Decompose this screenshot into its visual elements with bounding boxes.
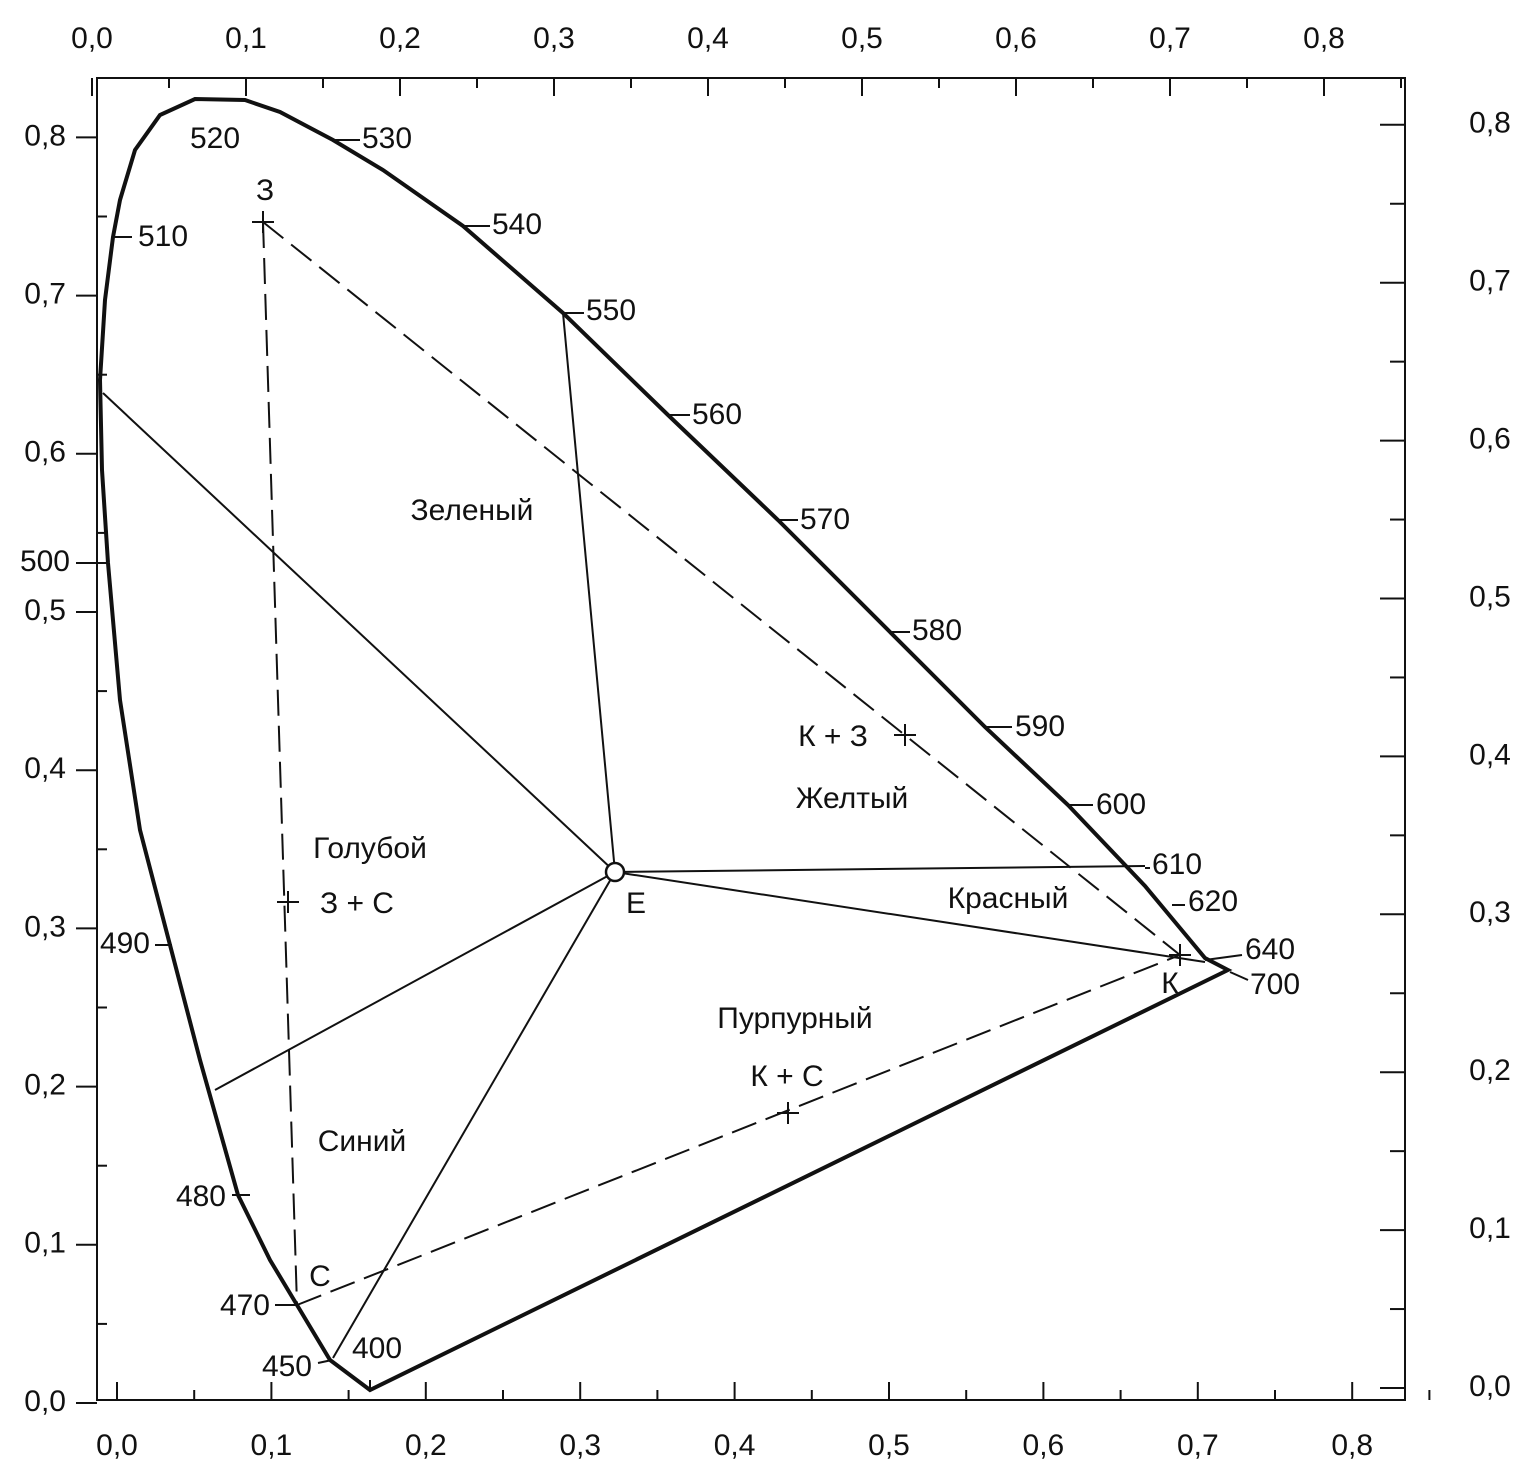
x-tick-label: 0,3: [559, 1429, 601, 1462]
wavelength-label: 520: [190, 122, 240, 155]
y-tick-label: 0,4: [1469, 738, 1511, 771]
wavelength-label: 480: [176, 1180, 226, 1213]
x-tick-label: 0,2: [379, 22, 421, 55]
wavelength-label: 590: [1015, 710, 1065, 743]
wavelength-label: 550: [586, 294, 636, 327]
y-tick-label: 0,5: [1469, 580, 1511, 613]
y-tick-label: 0,0: [1469, 1370, 1511, 1403]
y-tick-label: 0,0: [24, 1385, 66, 1418]
white-point: [604, 861, 626, 883]
region-label: Пурпурный: [717, 1002, 872, 1035]
y-tick-label: 0,3: [1469, 896, 1511, 929]
wavelength-label: 600: [1096, 788, 1146, 821]
x-tick-label: 0,5: [841, 22, 883, 55]
y-tick-label: 0,8: [24, 119, 66, 152]
wavelength-label: 490: [100, 927, 150, 960]
x-tick-label: 0,4: [687, 22, 729, 55]
tick: [317, 1359, 333, 1364]
region-label: Голубой: [313, 832, 427, 865]
y-tick-label: 0,1: [1469, 1212, 1511, 1245]
y-tick-label: 0,7: [1469, 265, 1511, 298]
y-tick-label: 0,8: [1469, 107, 1511, 140]
x-tick-label: 0,3: [533, 22, 575, 55]
wavelength-label: 510: [138, 220, 188, 253]
point-label: З: [256, 174, 274, 207]
region-label: Желтый: [796, 782, 909, 815]
x-tick-label: 0,8: [1303, 22, 1345, 55]
wavelength-label: 570: [800, 503, 850, 536]
wavelength-label: 610: [1152, 848, 1202, 881]
frame: [96, 77, 1406, 1401]
point-label: Е: [626, 887, 646, 920]
x-tick-label: 0,0: [71, 22, 113, 55]
wavelength-label: 620: [1188, 885, 1238, 918]
region-label: Синий: [318, 1125, 407, 1158]
dashed-lines: [262, 221, 1181, 1306]
wavelength-label: 580: [912, 614, 962, 647]
y-tick-label: 0,2: [24, 1069, 66, 1102]
y-tick-label: 0,4: [24, 752, 66, 785]
wavelength-label: 400: [352, 1332, 402, 1365]
y-tick-label: 0,7: [24, 278, 66, 311]
y-tick-label: 0,5: [24, 594, 66, 627]
region-label: Красный: [948, 882, 1069, 915]
x-tick-label: 0,1: [225, 22, 267, 55]
x-tick-label: 0,5: [868, 1429, 910, 1462]
x-tick-label: 0,7: [1149, 22, 1191, 55]
wavelength-label: 540: [492, 208, 542, 241]
point-label: К + З: [798, 720, 868, 753]
y-tick-label: 0,1: [24, 1227, 66, 1260]
wavelength-label: 470: [220, 1289, 270, 1322]
x-tick-label: 0,4: [714, 1429, 756, 1462]
x-tick-label: 0,0: [96, 1429, 138, 1462]
wavelength-label: 700: [1250, 968, 1300, 1001]
wavelength-label: 450: [262, 1350, 312, 1383]
spectral-locus: [97, 96, 1233, 1393]
wavelength-label: 560: [692, 398, 742, 431]
x-tick-label: 0,2: [405, 1429, 447, 1462]
wavelength-label: 640: [1245, 933, 1295, 966]
y-tick-label: 0,6: [1469, 423, 1511, 456]
point-label: К + С: [750, 1060, 823, 1093]
x-tick-label: 0,8: [1331, 1429, 1373, 1462]
point-label: К: [1161, 967, 1179, 1000]
y-tick-label: 0,2: [1469, 1054, 1511, 1087]
y-tick-label: 0,3: [24, 910, 66, 943]
x-tick-label: 0,6: [1023, 1429, 1065, 1462]
region-lines: [102, 312, 1206, 1359]
y-tick-label: 0,6: [24, 436, 66, 469]
region-label: Зеленый: [411, 494, 534, 527]
wavelength-label: 500: [20, 545, 70, 578]
x-tick-label: 0,1: [251, 1429, 293, 1462]
wavelength-label: 530: [362, 122, 412, 155]
tick: [1204, 954, 1243, 961]
point-label: З + С: [320, 887, 394, 920]
x-tick-label: 0,7: [1177, 1429, 1219, 1462]
tick: [1229, 971, 1249, 981]
x-tick-label: 0,6: [995, 22, 1037, 55]
point-label: С: [309, 1260, 331, 1293]
